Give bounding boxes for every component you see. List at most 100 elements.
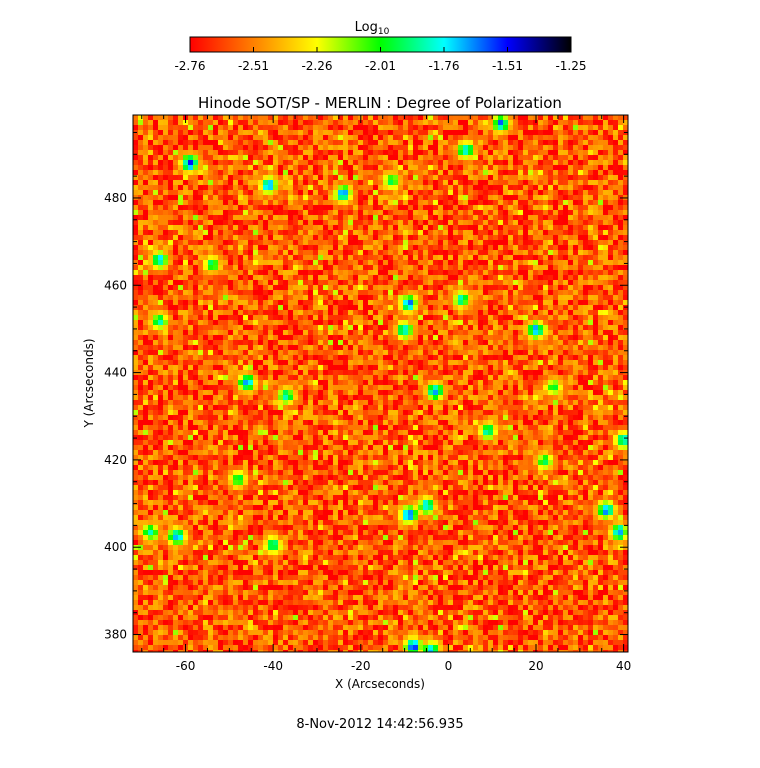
heatmap-cell bbox=[453, 250, 459, 256]
heatmap-cell bbox=[183, 215, 189, 221]
heatmap-cell bbox=[338, 125, 344, 131]
heatmap-cell bbox=[363, 295, 369, 301]
heatmap-cell bbox=[208, 150, 214, 156]
heatmap-cell bbox=[388, 260, 394, 266]
heatmap-cell bbox=[453, 355, 459, 361]
heatmap-cell bbox=[428, 260, 434, 266]
heatmap-cell bbox=[253, 135, 259, 141]
heatmap-cell bbox=[453, 305, 459, 311]
heatmap-cell bbox=[523, 145, 529, 151]
heatmap-cell bbox=[398, 330, 404, 336]
heatmap-cell bbox=[273, 345, 279, 351]
heatmap-cell bbox=[443, 355, 449, 361]
heatmap-cell bbox=[158, 160, 164, 166]
heatmap-cell bbox=[508, 270, 514, 276]
heatmap-cell bbox=[528, 135, 534, 141]
heatmap-cell bbox=[453, 325, 459, 331]
heatmap-cell bbox=[213, 160, 219, 166]
heatmap-cell bbox=[268, 195, 274, 201]
heatmap-cell bbox=[503, 175, 509, 181]
heatmap-cell bbox=[383, 165, 389, 171]
heatmap-cell bbox=[488, 285, 494, 291]
heatmap-cell bbox=[218, 340, 224, 346]
heatmap-cell bbox=[498, 335, 504, 341]
heatmap-cell bbox=[573, 340, 579, 346]
heatmap-cell bbox=[438, 305, 444, 311]
heatmap-cell bbox=[173, 190, 179, 196]
heatmap-cell bbox=[523, 235, 529, 241]
heatmap-cell bbox=[198, 305, 204, 311]
heatmap-cell bbox=[308, 160, 314, 166]
heatmap-cell bbox=[303, 345, 309, 351]
heatmap-cell bbox=[188, 160, 194, 166]
heatmap-cell bbox=[243, 315, 249, 321]
heatmap-cell bbox=[393, 310, 399, 316]
heatmap-cell bbox=[488, 320, 494, 326]
heatmap-cell bbox=[563, 275, 569, 281]
heatmap-cell bbox=[188, 310, 194, 316]
heatmap-cell bbox=[183, 235, 189, 241]
heatmap-cell bbox=[483, 215, 489, 221]
heatmap-cell bbox=[188, 185, 194, 191]
heatmap-cell bbox=[313, 265, 319, 271]
heatmap-cell bbox=[158, 285, 164, 291]
heatmap-cell bbox=[483, 130, 489, 136]
heatmap-cell bbox=[358, 295, 364, 301]
heatmap-cell bbox=[248, 245, 254, 251]
heatmap-cell bbox=[298, 250, 304, 256]
heatmap-cell bbox=[133, 265, 139, 271]
heatmap-cell bbox=[238, 280, 244, 286]
heatmap-cell bbox=[423, 320, 429, 326]
heatmap-cell bbox=[238, 130, 244, 136]
heatmap-cell bbox=[553, 350, 559, 356]
heatmap-cell bbox=[438, 225, 444, 231]
heatmap-cell bbox=[483, 350, 489, 356]
heatmap-cell bbox=[443, 250, 449, 256]
heatmap-cell bbox=[268, 160, 274, 166]
heatmap-cell bbox=[603, 130, 609, 136]
heatmap-cell bbox=[383, 170, 389, 176]
heatmap-cell bbox=[198, 365, 204, 371]
heatmap-cell bbox=[268, 305, 274, 311]
heatmap-cell bbox=[488, 295, 494, 301]
heatmap-cell bbox=[208, 245, 214, 251]
heatmap-cell bbox=[208, 310, 214, 316]
heatmap-cell bbox=[353, 220, 359, 226]
heatmap-cell bbox=[268, 265, 274, 271]
heatmap-cell bbox=[318, 130, 324, 136]
heatmap-cell bbox=[193, 195, 199, 201]
heatmap-cell bbox=[203, 280, 209, 286]
heatmap-cell bbox=[393, 265, 399, 271]
heatmap-cell bbox=[463, 310, 469, 316]
heatmap-cell bbox=[158, 185, 164, 191]
heatmap-cell bbox=[448, 305, 454, 311]
heatmap-cell bbox=[393, 125, 399, 131]
heatmap-cell bbox=[163, 290, 169, 296]
heatmap-cell bbox=[388, 230, 394, 236]
heatmap-cell bbox=[558, 355, 564, 361]
heatmap-cell bbox=[348, 125, 354, 131]
heatmap-cell bbox=[278, 220, 284, 226]
heatmap-cell bbox=[618, 320, 624, 326]
heatmap-cell bbox=[163, 360, 169, 366]
heatmap-cell bbox=[183, 205, 189, 211]
heatmap-cell bbox=[468, 315, 474, 321]
heatmap-cell bbox=[258, 180, 264, 186]
heatmap-cell bbox=[513, 265, 519, 271]
heatmap-cell bbox=[243, 225, 249, 231]
heatmap-cell bbox=[613, 265, 619, 271]
heatmap-cell bbox=[318, 275, 324, 281]
heatmap-cell bbox=[213, 265, 219, 271]
heatmap-cell bbox=[468, 235, 474, 241]
heatmap-cell bbox=[398, 155, 404, 161]
heatmap-cell bbox=[323, 120, 329, 126]
heatmap-cell bbox=[148, 120, 154, 126]
heatmap-cell bbox=[313, 155, 319, 161]
heatmap-cell bbox=[523, 345, 529, 351]
heatmap-cell bbox=[473, 290, 479, 296]
heatmap-cell bbox=[518, 150, 524, 156]
heatmap-cell bbox=[148, 250, 154, 256]
heatmap-cell bbox=[618, 225, 624, 231]
heatmap-cell bbox=[418, 225, 424, 231]
heatmap-cell bbox=[453, 185, 459, 191]
